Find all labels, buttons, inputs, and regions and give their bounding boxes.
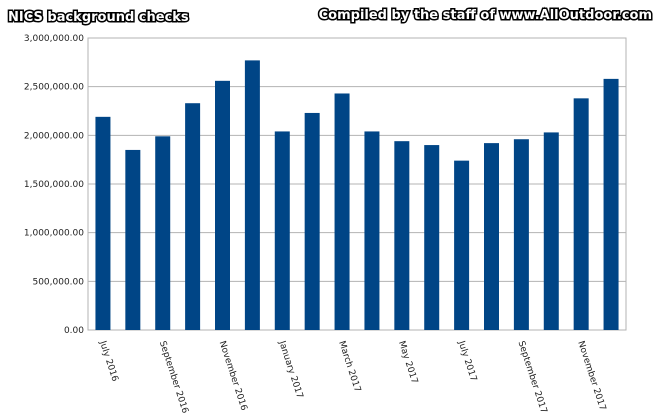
y-tick-label: 1,000,000.00	[24, 229, 84, 239]
x-tick-label: May 2017	[396, 340, 419, 385]
y-tick-label: 500,000.00	[32, 277, 84, 287]
bar	[304, 112, 320, 331]
x-tick-label: July 2016	[97, 339, 120, 383]
x-tick-label: September 2016	[157, 340, 190, 415]
bar	[215, 80, 230, 331]
bar	[573, 98, 589, 330]
x-tick-label: March 2017	[336, 340, 362, 394]
x-tick-label: November 2017	[575, 340, 607, 412]
y-tick-label: 2,000,000.00	[24, 131, 84, 141]
bar	[484, 143, 499, 330]
x-tick-label: January 2017	[276, 339, 304, 400]
y-tick-label: 1,500,000.00	[24, 180, 84, 190]
bar	[603, 78, 619, 330]
bar	[95, 116, 111, 330]
bar	[244, 60, 260, 331]
bar	[454, 160, 470, 330]
bar	[424, 145, 440, 330]
y-tick-label: 2,500,000.00	[24, 83, 84, 93]
bar	[185, 103, 201, 330]
bar	[364, 131, 380, 330]
bar	[394, 141, 410, 330]
x-tick-label: September 2017	[516, 340, 549, 415]
bar	[155, 136, 171, 330]
chart-title: NICS background checks	[8, 10, 189, 25]
x-tick-label: July 2017	[455, 339, 478, 383]
y-tick-label: 0.00	[64, 326, 84, 336]
x-tick-label: November 2016	[217, 340, 249, 412]
bar	[274, 131, 290, 330]
bar	[543, 132, 559, 330]
y-tick-label: 3,000,000.00	[24, 34, 84, 44]
bar	[334, 93, 350, 330]
bar	[125, 149, 141, 330]
bar	[513, 139, 529, 330]
chart-subtitle: Compiled by the staff of www.AllOutdoor.…	[319, 8, 652, 23]
